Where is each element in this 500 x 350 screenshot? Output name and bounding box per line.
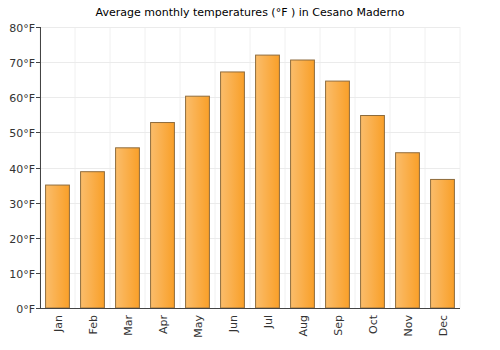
tick-mark <box>36 308 40 309</box>
bar <box>326 81 350 308</box>
grid-line-vertical <box>425 27 426 308</box>
tick-mark <box>36 27 40 28</box>
tick-mark <box>36 132 40 133</box>
bar-shine <box>81 172 104 307</box>
y-tick-label: 0°F <box>16 303 35 316</box>
grid-line <box>40 132 460 133</box>
tick-mark <box>36 203 40 204</box>
bar-shine <box>46 186 69 308</box>
x-tick-label: Mar <box>122 315 135 336</box>
bar-shine <box>116 148 139 307</box>
y-tick-label: 70°F <box>9 57 35 70</box>
title: Average monthly temperatures (°F ) in Ce… <box>96 6 405 19</box>
bar-shine <box>256 56 279 308</box>
x-tick-label: Sep <box>332 315 345 336</box>
grid-line-vertical <box>320 27 321 308</box>
tick-mark <box>36 273 40 274</box>
grid-line-vertical <box>250 27 251 308</box>
x-tick-label: Nov <box>402 315 415 337</box>
bar <box>221 72 245 308</box>
y-tick-label: 20°F <box>9 233 35 246</box>
bars <box>46 55 455 308</box>
bar-shine <box>291 61 314 308</box>
bar-shine <box>221 72 244 307</box>
y-tick-label: 10°F <box>9 268 35 281</box>
bar <box>256 55 280 308</box>
grid-line-vertical <box>355 27 356 308</box>
bar <box>81 172 105 308</box>
x-tick-label: Dec <box>437 315 450 336</box>
grid-line-vertical <box>145 27 146 308</box>
grid-line <box>40 62 460 63</box>
grid-line-vertical <box>180 27 181 308</box>
tick-mark <box>36 238 40 239</box>
bar-shine <box>361 116 384 307</box>
y-tick-label: 80°F <box>9 22 35 35</box>
bar-shine <box>151 123 174 307</box>
chart-svg: Average monthly temperatures (°F ) in Ce… <box>0 0 500 350</box>
y-tick-label: 60°F <box>9 92 35 105</box>
chart-container: Average monthly temperatures (°F ) in Ce… <box>0 0 500 350</box>
bar <box>396 153 420 308</box>
bar <box>116 148 140 308</box>
x-tick-label: Apr <box>157 315 170 335</box>
tick-mark <box>36 62 40 63</box>
tick-mark <box>36 97 40 98</box>
bar-shine <box>431 180 454 308</box>
grid-line-vertical <box>110 27 111 308</box>
bar <box>291 60 315 308</box>
grid-line <box>40 308 460 309</box>
y-tick-label: 40°F <box>9 163 35 176</box>
grid-line-vertical <box>390 27 391 308</box>
grid <box>40 27 460 309</box>
x-tick-label: Jul <box>262 315 275 329</box>
y-tick-label: 50°F <box>9 127 35 140</box>
grid-line <box>40 27 460 28</box>
bar <box>186 96 210 308</box>
bar <box>361 116 385 308</box>
x-tick-label: May <box>192 315 205 338</box>
x-tick-label: Oct <box>367 314 380 334</box>
grid-line-vertical <box>285 27 286 308</box>
x-tick-label: Jun <box>227 315 240 333</box>
x-tick-label: Jan <box>52 315 65 333</box>
y-axis <box>40 27 41 308</box>
bar <box>151 123 175 308</box>
x-axis <box>40 308 460 309</box>
x-tick-label: Feb <box>87 315 100 334</box>
grid-line-vertical <box>75 27 76 308</box>
tick-mark <box>36 168 40 169</box>
grid-line <box>40 97 460 98</box>
bar-shine <box>396 153 419 307</box>
grid-line-vertical <box>460 27 461 308</box>
grid-line-vertical <box>40 27 41 308</box>
bar-shine <box>186 97 209 308</box>
x-tick-label: Aug <box>297 315 310 336</box>
bar-shine <box>326 82 349 308</box>
bar <box>46 185 70 308</box>
grid-line-vertical <box>215 27 216 308</box>
y-tick-label: 30°F <box>9 198 35 211</box>
bar <box>431 179 455 308</box>
